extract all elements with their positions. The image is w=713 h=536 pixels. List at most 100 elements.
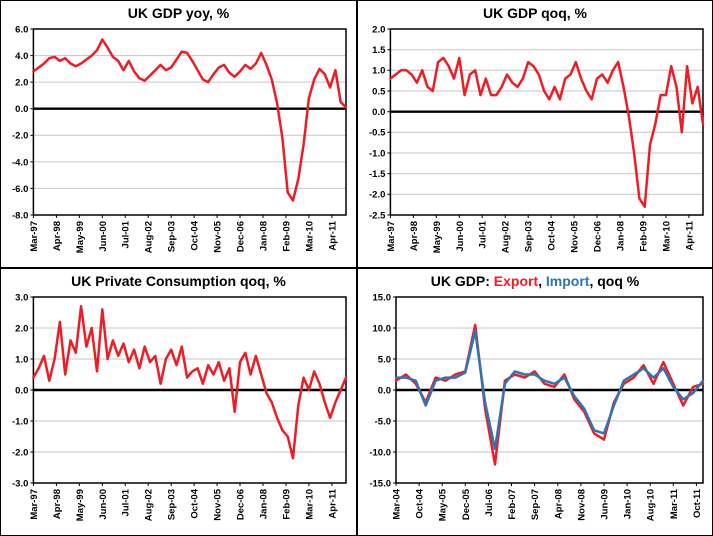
x-tick-label: Apr-98 xyxy=(52,221,63,251)
x-tick-label: Oct-04 xyxy=(190,488,201,518)
x-tick-label: Feb-07 xyxy=(507,489,518,520)
chart-title-part: Export xyxy=(493,273,539,289)
x-tick-label: Nov-08 xyxy=(576,489,587,521)
x-tick-label: Apr-11 xyxy=(327,488,338,518)
x-tick-label: Feb-09 xyxy=(639,221,650,252)
y-tick-label: -8.0 xyxy=(12,210,28,221)
y-tick-label: 6.0 xyxy=(15,25,28,35)
y-tick-label: -1.0 xyxy=(369,148,385,159)
chart-title: UK GDP qoq, % xyxy=(483,5,587,21)
x-tick-label: Nov-05 xyxy=(570,220,581,252)
x-tick-label: May-99 xyxy=(432,221,443,253)
x-tick-label: Nov-05 xyxy=(213,220,224,252)
x-tick-label: May-05 xyxy=(438,488,449,521)
y-tick-label: -1.5 xyxy=(369,169,386,180)
x-tick-label: Apr-08 xyxy=(553,489,564,519)
x-tick-label: Jul-06 xyxy=(484,489,495,516)
x-tick-label: Jun-00 xyxy=(98,489,109,520)
y-tick-label: 1.5 xyxy=(372,45,386,56)
x-tick-label: May-99 xyxy=(75,221,86,253)
x-tick-label: Oct-04 xyxy=(415,488,426,518)
x-tick-label: Jan-10 xyxy=(623,489,634,519)
x-tick-label: Jul-01 xyxy=(121,488,132,516)
x-tick-label: Sep-03 xyxy=(524,221,535,252)
x-tick-label: Dec-06 xyxy=(236,221,247,252)
x-tick-label: Jan-08 xyxy=(616,221,627,251)
x-tick-label: Oct-04 xyxy=(547,220,558,250)
y-tick-label: -15.0 xyxy=(369,478,391,489)
y-tick-label: -0.5 xyxy=(369,128,386,139)
x-tick-label: Jun-09 xyxy=(600,489,611,520)
x-tick-label: Oct-11 xyxy=(692,488,703,518)
y-tick-label: -2.0 xyxy=(12,447,28,458)
x-tick-label: Feb-09 xyxy=(282,489,293,520)
chart-title-part: , xyxy=(538,273,546,289)
y-tick-label: 1.0 xyxy=(15,354,28,365)
y-tick-label: 0.0 xyxy=(15,104,28,115)
y-tick-label: -2.0 xyxy=(12,131,28,142)
x-tick-label: Aug-02 xyxy=(144,221,155,253)
x-tick-label: Aug-10 xyxy=(646,489,657,521)
y-tick-label: 2.0 xyxy=(372,25,385,35)
x-tick-label: Jun-00 xyxy=(98,221,109,252)
x-tick-label: Jul-01 xyxy=(478,220,489,248)
x-tick-label: Aug-02 xyxy=(144,489,155,521)
x-tick-label: Mar-10 xyxy=(661,221,672,252)
chart-title: UK GDP yoy, % xyxy=(127,5,230,21)
x-tick-label: Apr-11 xyxy=(327,220,338,250)
series-line-export xyxy=(394,323,705,466)
plot-border xyxy=(32,28,347,216)
x-tick-label: Apr-11 xyxy=(684,220,695,250)
x-tick-label: Dec-06 xyxy=(236,489,247,520)
x-tick-label: Mar-97 xyxy=(29,221,40,252)
x-tick-label: Mar-97 xyxy=(29,489,40,520)
x-tick-label: Sep-03 xyxy=(167,489,178,520)
chart-panel-gdp-yoy: UK GDP yoy, % 6.0 4.0 2.0 0.0 -2.0 -4.0 -6.0 -8… xyxy=(0,0,357,268)
series-line-uk-gdp-yoy xyxy=(32,38,348,202)
x-tick-label: Apr-98 xyxy=(409,221,420,251)
x-tick-label: Mar-04 xyxy=(392,488,403,519)
series-line-uk-private-consumption-qoq xyxy=(32,305,348,460)
x-tick-label: Mar-97 xyxy=(386,221,397,252)
y-tick-label: -2.5 xyxy=(369,210,386,221)
x-tick-label: Jun-00 xyxy=(455,221,466,252)
x-tick-label: Mar-10 xyxy=(304,489,315,520)
y-tick-label: 10.0 xyxy=(373,323,392,334)
y-tick-label: -4.0 xyxy=(12,157,28,168)
x-tick-label: Dec-05 xyxy=(461,488,472,520)
chart-panel-private-consumption: UK Private Consumption qoq, % 3.0 2.0 1.0 0… xyxy=(0,268,357,536)
x-tick-label: Sep-03 xyxy=(167,221,178,252)
y-tick-label: 0.0 xyxy=(378,385,391,396)
y-tick-label: 5.0 xyxy=(378,354,391,365)
chart-title-part: , qoq % xyxy=(589,273,640,289)
chart-panel-export-import: UK GDP: Export, Import, qoq % 15.0 10.0 5.… xyxy=(357,268,713,536)
x-tick-label: Jul-01 xyxy=(121,220,132,248)
y-tick-label: 2.0 xyxy=(15,78,28,89)
x-tick-label: Dec-06 xyxy=(593,221,604,252)
y-tick-label: -2.0 xyxy=(369,190,385,201)
line-chart-gdp-qoq: 2.0 1.5 1.0 0.5 0.0 -0.5 -1.0 -1.5 -2.0 -2.5Mar-9… xyxy=(369,25,705,253)
chart-title: UK GDP: Export, Import, qoq % xyxy=(358,269,712,293)
chart-title-part: Import xyxy=(545,273,590,289)
y-tick-label: 0.5 xyxy=(372,86,386,97)
x-tick-label: Sep-07 xyxy=(530,489,541,520)
series-line-uk-gdp-qoq xyxy=(389,56,705,208)
chart-panel-gdp-qoq: UK GDP qoq, % 2.0 1.5 1.0 0.5 0.0 -0.5 -1.0 -1.… xyxy=(357,0,713,268)
x-tick-label: Feb-09 xyxy=(282,221,293,252)
y-tick-label: 0.0 xyxy=(372,107,385,118)
y-tick-label: 15.0 xyxy=(373,293,392,303)
y-tick-label: -5.0 xyxy=(375,416,391,427)
x-tick-label: Oct-04 xyxy=(190,220,201,250)
x-tick-label: Jan-08 xyxy=(259,489,270,519)
x-tick-label: Nov-05 xyxy=(213,488,224,520)
x-tick-label: Mar-11 xyxy=(669,488,680,519)
y-tick-label: 3.0 xyxy=(15,293,28,303)
y-tick-label: -10.0 xyxy=(369,447,391,458)
y-tick-label: -3.0 xyxy=(12,478,28,489)
x-tick-label: Mar-10 xyxy=(304,221,315,252)
y-tick-label: 1.0 xyxy=(372,66,385,77)
